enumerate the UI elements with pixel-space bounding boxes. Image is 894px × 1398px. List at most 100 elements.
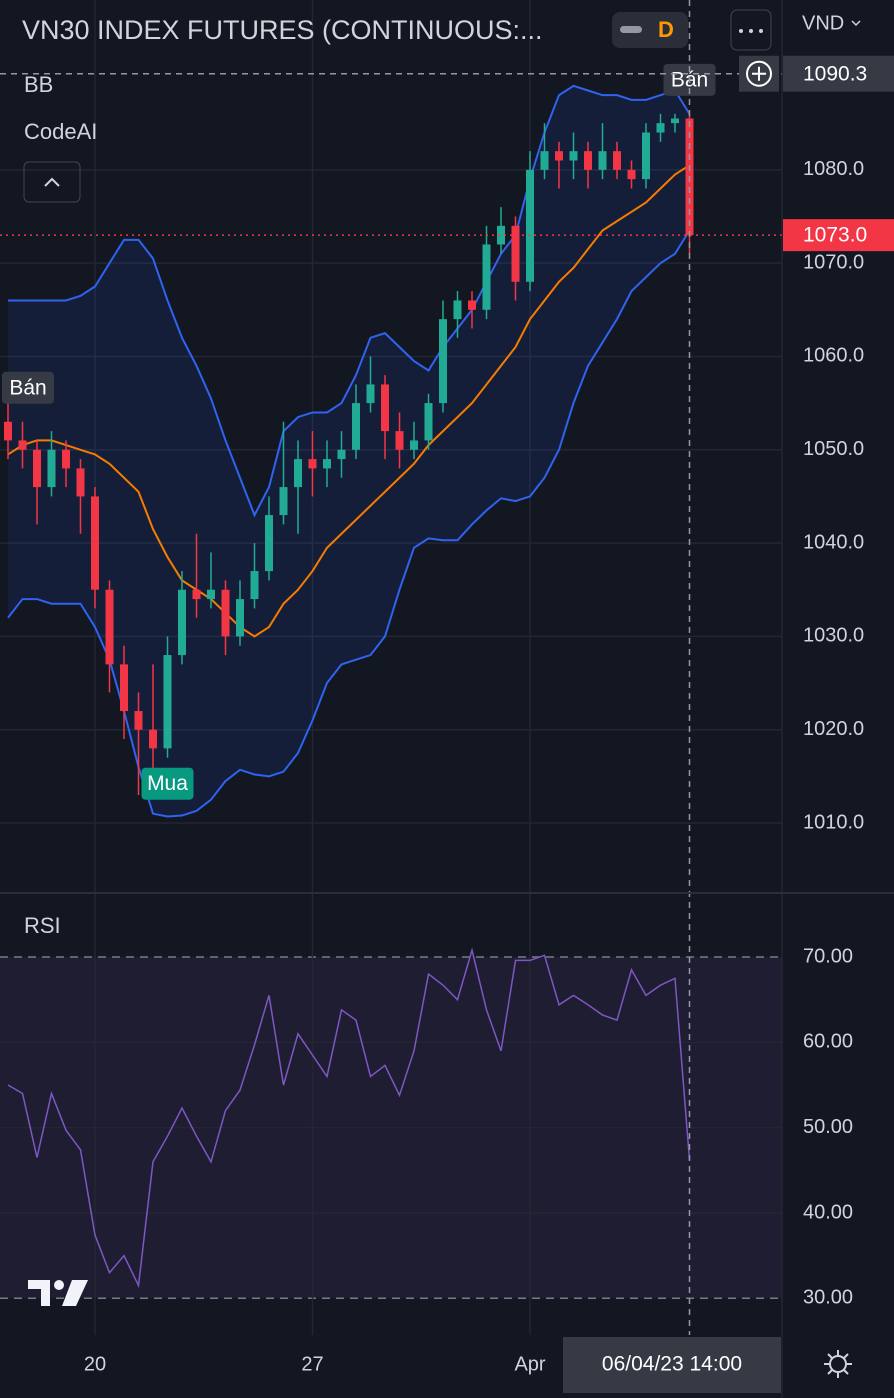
timeframe-button[interactable]	[612, 12, 688, 48]
candle-body	[381, 384, 389, 432]
logo-part	[62, 1280, 88, 1306]
candle-body	[18, 440, 27, 450]
y-tick-label: 1020.0	[803, 718, 864, 740]
candle-body	[352, 403, 360, 450]
candle-body	[236, 599, 244, 637]
candle-body	[598, 151, 607, 170]
candle-body	[76, 468, 85, 497]
y-tick-label: 1060.0	[803, 345, 864, 367]
y-tick-label: 40.00	[803, 1201, 853, 1223]
candle-body	[308, 459, 317, 469]
candle-body	[294, 459, 302, 488]
candle-body	[323, 459, 331, 469]
dot	[739, 29, 743, 33]
candle-body	[33, 449, 41, 488]
chart-title: VN30 INDEX FUTURES (CONTINUOUS:...	[22, 15, 543, 45]
candle-body	[439, 319, 447, 404]
x-tick-label: 27	[301, 1353, 323, 1375]
candle-body	[221, 589, 230, 637]
plus-icon	[752, 66, 766, 81]
candle-body	[497, 225, 505, 245]
indicator-label[interactable]: CodeAI	[24, 119, 97, 144]
y-tick-label: 1080.0	[803, 158, 864, 180]
candle-body	[569, 151, 578, 161]
logo-part	[54, 1280, 64, 1290]
candle-body	[642, 132, 650, 180]
rsi-line	[7, 947, 691, 1289]
crosshair-time-label: 06/04/23 14:00	[602, 1353, 742, 1376]
y-tick-label: 1040.0	[803, 531, 864, 553]
crosshair-price-box	[783, 55, 894, 92]
y-tick-label: 1050.0	[803, 438, 864, 460]
candle-body	[410, 440, 418, 450]
candle-body	[627, 169, 636, 180]
candle-body	[424, 403, 433, 441]
crosshair-time-box	[563, 1337, 781, 1393]
gear[interactable]	[829, 1355, 847, 1373]
candle-body	[134, 711, 143, 730]
candle-body	[656, 123, 665, 133]
last-price-label: 1073.0	[803, 224, 867, 247]
y-tick-label: 70.00	[803, 945, 853, 967]
candle-body	[540, 151, 549, 170]
candle-body	[4, 421, 12, 441]
candle-body	[395, 431, 404, 450]
candle-body	[613, 151, 621, 170]
collapse-icon	[44, 177, 60, 187]
plus-icon	[746, 60, 772, 87]
x-tick-label: 20	[84, 1353, 106, 1375]
candle-body	[279, 487, 288, 516]
timeframe[interactable]: D	[658, 17, 674, 42]
candle-body	[163, 655, 172, 749]
candle-body	[366, 384, 375, 404]
crosshair-price-label: 1090.3	[803, 62, 867, 85]
candle-body	[149, 729, 157, 749]
overlay-line	[7, 164, 691, 638]
dot	[759, 29, 763, 33]
candle-body	[192, 589, 201, 600]
candle-body	[47, 449, 56, 488]
signal-box	[141, 767, 194, 800]
candle-body	[555, 151, 563, 161]
y-tick-label: 30.00	[803, 1287, 853, 1309]
y-tick-label: 1070.0	[803, 251, 864, 273]
overlay-line	[8, 84, 691, 518]
candle-body	[91, 496, 99, 590]
currency[interactable]: VND	[802, 12, 844, 34]
toggle-icon	[620, 26, 642, 33]
indicator-label[interactable]: BB	[24, 72, 53, 97]
candle-body	[511, 225, 520, 282]
signal-label: Bán	[9, 376, 46, 399]
tv-logo	[28, 1280, 88, 1306]
collapse-button[interactable]	[23, 161, 81, 203]
y-tick-label: 1030.0	[803, 625, 864, 647]
last-price-box	[783, 219, 894, 252]
candle-body	[62, 449, 70, 469]
signal-label: Mua	[147, 772, 188, 795]
dot	[749, 29, 753, 33]
candle-body	[337, 449, 346, 460]
y-tick-label: 50.00	[803, 1116, 853, 1138]
candle-body	[265, 515, 273, 572]
candle-body	[671, 118, 679, 124]
more-button[interactable]	[730, 9, 772, 51]
candle-body	[526, 169, 534, 282]
currency-caret	[851, 20, 861, 27]
gear-teeth	[824, 1350, 852, 1378]
candle-body	[250, 571, 259, 600]
candle-body	[105, 589, 114, 665]
settings-icon[interactable]	[824, 1350, 852, 1378]
x-tick-label: Apr	[514, 1353, 545, 1375]
y-tick-label: 60.00	[803, 1031, 853, 1053]
candle-body	[482, 244, 491, 310]
candle-body	[178, 589, 186, 656]
candle-body	[207, 589, 215, 600]
y-tick-label: 1010.0	[803, 811, 864, 833]
indicator-label[interactable]: RSI	[24, 913, 61, 938]
candle-body	[120, 664, 128, 712]
candle-body	[584, 151, 592, 170]
